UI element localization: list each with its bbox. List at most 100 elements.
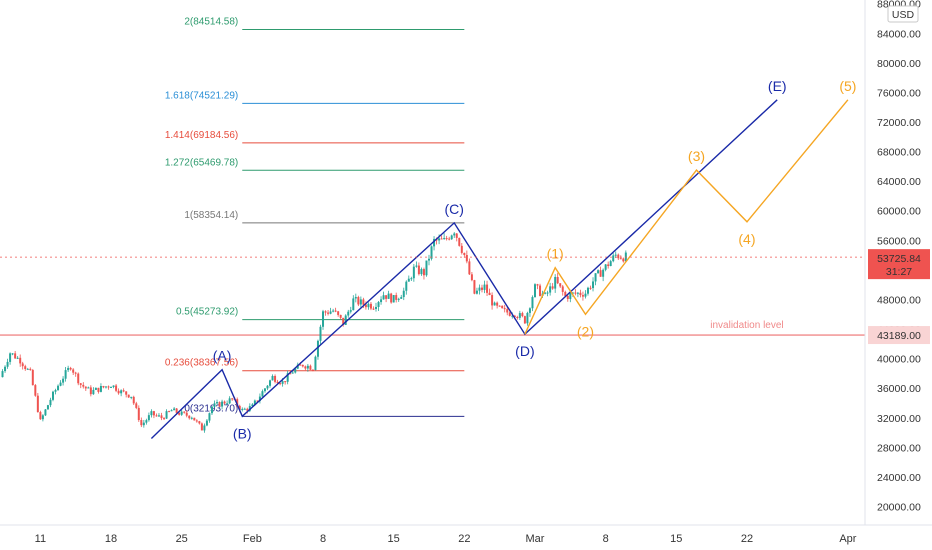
candle-body <box>198 421 201 424</box>
candle-body <box>19 357 22 364</box>
candle-body <box>261 391 264 397</box>
candle-body <box>586 287 589 294</box>
x-tick-label: 11 <box>35 533 46 545</box>
candle-body <box>258 396 261 401</box>
candle-body <box>160 415 163 419</box>
candle-body <box>218 402 221 407</box>
candle-body <box>599 270 602 277</box>
candle-body <box>132 396 135 404</box>
y-tick-label: 68000.00 <box>877 147 921 159</box>
x-tick-label: 8 <box>603 533 609 545</box>
candle-body <box>566 295 569 300</box>
candle-body <box>521 313 524 317</box>
fib-level-label: 1.272(65469.78) <box>165 157 238 168</box>
candle-body <box>180 411 183 415</box>
fib-level-label: 1(58354.14) <box>184 210 238 221</box>
candle-body <box>157 415 160 417</box>
candle-body <box>284 381 287 383</box>
candle-body <box>304 366 307 369</box>
candle-body <box>213 403 216 407</box>
candle-body <box>125 391 128 395</box>
candle-body <box>589 287 592 289</box>
candle-body <box>531 297 534 309</box>
candle-body <box>142 422 145 426</box>
candle-body <box>513 315 516 318</box>
candle-body <box>622 258 625 262</box>
candle-body <box>364 304 367 308</box>
candle-body <box>544 292 547 294</box>
candle-body <box>39 412 42 420</box>
candle-body <box>94 387 97 390</box>
candle-body <box>6 361 9 367</box>
candle-body <box>243 408 246 410</box>
y-tick-label: 60000.00 <box>877 206 921 218</box>
candle-body <box>185 412 188 416</box>
candle-body <box>551 286 554 289</box>
candle-body <box>74 372 77 374</box>
candle-body <box>221 401 224 407</box>
candle-body <box>248 406 251 411</box>
last-price-badge <box>868 249 930 280</box>
candle-body <box>614 254 617 256</box>
plot-area[interactable]: 0(32193.70)0.236(38367.56)0.5(45273.92)1… <box>0 16 865 441</box>
bar-countdown-label: 31:27 <box>886 266 912 278</box>
candle-body <box>87 387 90 389</box>
candle-body <box>342 317 345 325</box>
candle-body <box>571 292 574 294</box>
candle-body <box>332 310 335 312</box>
candle-body <box>433 238 436 247</box>
candle-body <box>89 387 92 395</box>
candle-body <box>147 415 150 421</box>
candle-body <box>316 340 319 357</box>
candle-body <box>612 255 615 262</box>
candle-body <box>193 417 196 421</box>
candle-body <box>46 405 49 410</box>
candle-body <box>190 417 193 419</box>
time-scale[interactable]: 11 18 25 Feb 8 15 22 Mar 8 15 22 Apr <box>0 524 932 545</box>
candle-body <box>402 290 405 298</box>
candle-body <box>561 286 564 292</box>
candle-body <box>112 385 115 387</box>
candle-body <box>385 295 388 299</box>
candle-body <box>251 404 254 407</box>
candle-body <box>430 246 433 259</box>
candle-body <box>347 311 350 316</box>
candle-body <box>327 312 330 314</box>
price-scale[interactable]: 20000.00 24000.00 28000.00 32000.00 36000.00… <box>0 0 930 525</box>
primary-wave-path <box>150 99 778 440</box>
candle-body <box>556 276 559 284</box>
candle-body <box>344 315 347 325</box>
fib-level-label: 2(84514.58) <box>184 16 238 27</box>
fib-level-label: 0.5(45273.92) <box>176 307 238 318</box>
candle-body <box>276 381 279 384</box>
candle-body <box>584 293 587 297</box>
candle-body <box>117 390 120 394</box>
candle-body <box>62 378 65 383</box>
candle-body <box>263 388 266 392</box>
candle-body <box>617 254 620 259</box>
candle-body <box>372 308 375 310</box>
candle-body <box>579 292 582 296</box>
candle-body <box>349 310 352 312</box>
last-price-label: 53725.84 <box>877 253 921 265</box>
candle-body <box>9 353 12 362</box>
candle-body <box>54 390 57 392</box>
x-tick-label: 25 <box>176 533 188 545</box>
currency-badge[interactable] <box>887 5 919 23</box>
candle-body <box>475 290 478 294</box>
candle-body <box>533 284 536 298</box>
candle-body <box>412 266 415 279</box>
candle-body <box>523 316 526 324</box>
candle-body <box>84 386 87 389</box>
candle-body <box>69 367 72 370</box>
candle-body <box>145 420 148 423</box>
currency-label[interactable]: USD <box>892 9 915 21</box>
candle-body <box>163 418 166 420</box>
fib-level-label: 1.618(74521.29) <box>165 90 238 101</box>
candle-body <box>175 408 178 413</box>
y-tick-label: 64000.00 <box>877 176 921 188</box>
candle-body <box>279 383 282 385</box>
candle-body <box>387 293 390 299</box>
candle-body <box>506 309 509 313</box>
